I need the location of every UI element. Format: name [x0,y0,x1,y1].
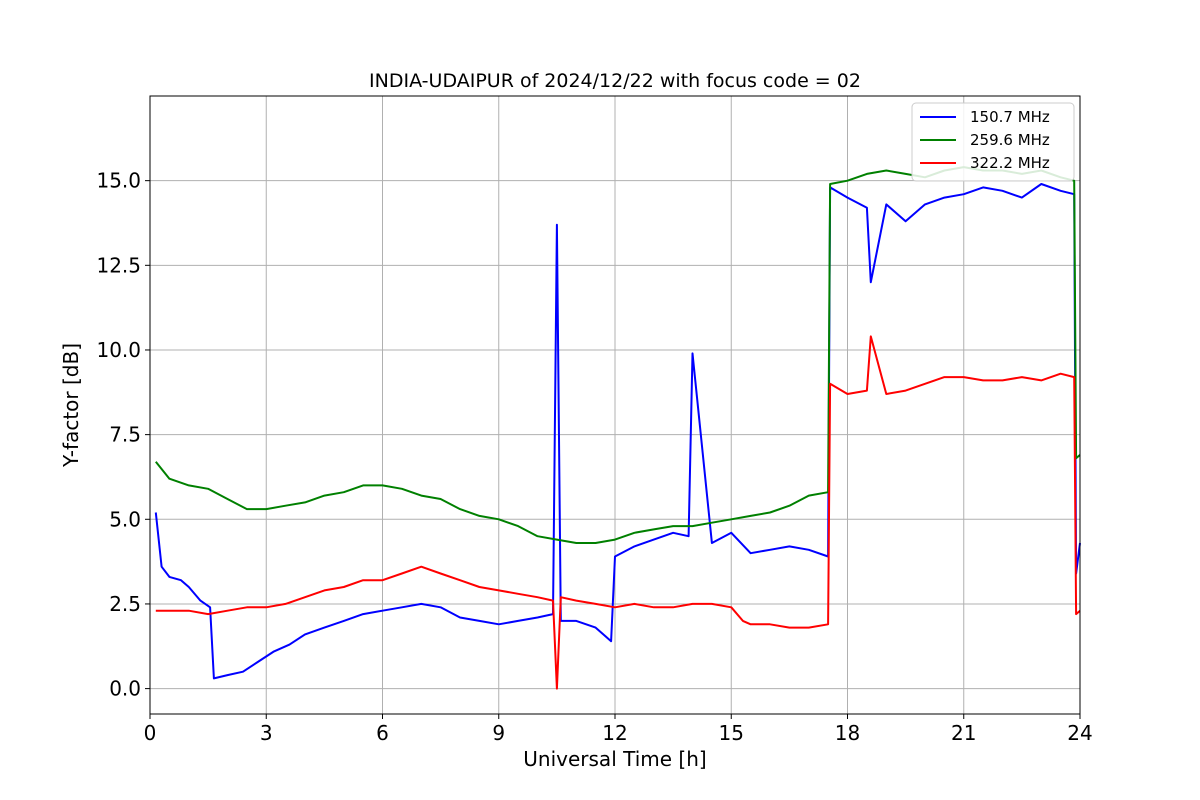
ticks: 0 3 6 9 12 15 18 21 24 0.0 2.5 5.0 7.5 10.0 12.5 15.0 [96,169,1092,745]
y-tick-label: 10.0 [96,338,141,362]
y-tick-label: 15.0 [96,169,141,193]
y-axis-label: Y-factor [dB] [59,343,83,468]
y-tick-label: 7.5 [109,423,141,447]
x-tick-label: 21 [951,721,976,745]
series-layer [154,166,1081,690]
legend-label: 259.6 MHz [970,131,1050,149]
legend-box [911,102,1075,182]
legend-label: 150.7 MHz [970,108,1050,126]
y-tick-label: 2.5 [109,592,141,616]
x-tick-label: 24 [1067,721,1092,745]
series-line-3 [155,335,1081,690]
x-tick-label: 0 [144,721,157,745]
x-tick-label: 3 [260,721,273,745]
y-tick-label: 0.0 [109,677,141,701]
y-tick-label: 12.5 [96,253,141,277]
legend-label: 322.2 MHz [970,154,1050,172]
x-tick-label: 6 [376,721,389,745]
x-tick-label: 12 [602,721,627,745]
series-line-2 [155,166,1081,544]
x-axis-label: Universal Time [h] [523,747,706,771]
series-line-1 [154,183,1081,680]
legend: 150.7 MHz 259.6 MHz 322.2 MHz [911,102,1075,182]
x-tick-label: 18 [835,721,860,745]
y-tick-label: 5.0 [109,507,141,531]
chart-title: INDIA-UDAIPUR of 2024/12/22 with focus c… [369,70,861,92]
x-tick-label: 9 [492,721,505,745]
x-tick-label: 15 [719,721,744,745]
grid [149,96,1081,714]
